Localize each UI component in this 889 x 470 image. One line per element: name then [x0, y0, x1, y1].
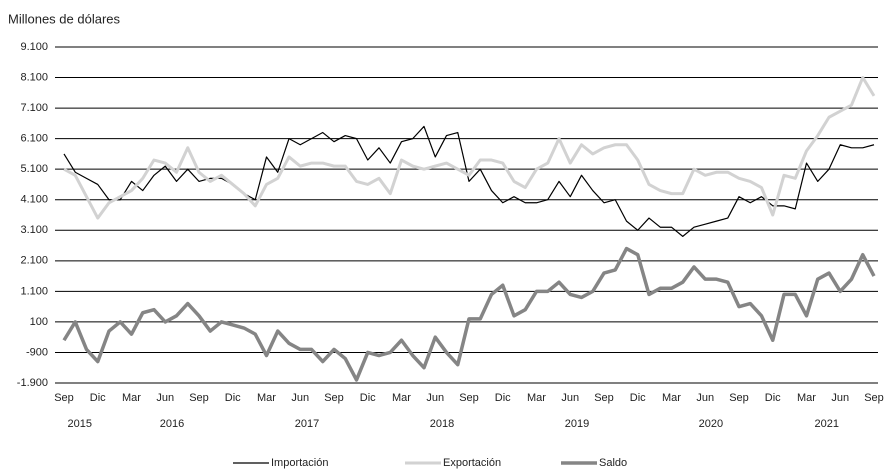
- y-axis-label: Millones de dólares: [8, 11, 121, 26]
- y-tick-label: 1.100: [20, 285, 48, 297]
- year-label: 2017: [295, 418, 319, 430]
- y-tick-label: 2.100: [20, 255, 48, 267]
- y-tick-label: -1.900: [17, 377, 48, 389]
- legend-label: Exportación: [443, 457, 501, 469]
- year-label: 2015: [68, 418, 92, 430]
- x-tick-label: Mar: [662, 392, 681, 404]
- year-label: 2020: [699, 418, 723, 430]
- x-tick-label: Dic: [495, 392, 511, 404]
- x-tick-label: Sep: [594, 392, 614, 404]
- x-tick-label: Jun: [426, 392, 444, 404]
- x-tick-label: Mar: [527, 392, 546, 404]
- x-tick-label: Dic: [360, 392, 376, 404]
- year-label: 2016: [160, 418, 184, 430]
- x-tick-label: Sep: [864, 392, 884, 404]
- x-tick-label: Jun: [156, 392, 174, 404]
- x-tick-label: Sep: [459, 392, 479, 404]
- year-label: 2018: [430, 418, 454, 430]
- y-tick-label: 4.100: [20, 194, 48, 206]
- x-tick-label: Jun: [291, 392, 309, 404]
- x-tick-label: Dic: [90, 392, 106, 404]
- x-tick-label: Sep: [54, 392, 74, 404]
- x-tick-label: Jun: [561, 392, 579, 404]
- y-tick-label: 7.100: [20, 102, 48, 114]
- x-tick-label: Sep: [729, 392, 749, 404]
- year-label: 2021: [815, 418, 839, 430]
- x-tick-label: Dic: [630, 392, 646, 404]
- x-tick-label: Jun: [831, 392, 849, 404]
- x-tick-label: Sep: [189, 392, 209, 404]
- y-tick-label: -900: [26, 346, 48, 358]
- series-line: [63, 125, 875, 237]
- x-tick-label: Mar: [257, 392, 276, 404]
- y-tick-label: 6.100: [20, 133, 48, 145]
- y-tick-label: 3.100: [20, 224, 48, 236]
- x-tick-label: Mar: [797, 392, 816, 404]
- x-tick-label: Sep: [324, 392, 344, 404]
- y-tick-label: 100: [30, 316, 48, 328]
- series-line: [63, 76, 876, 220]
- legend-label: Importación: [271, 457, 328, 469]
- x-tick-label: Jun: [696, 392, 714, 404]
- y-tick-label: 5.100: [20, 163, 48, 175]
- x-tick-label: Mar: [392, 392, 411, 404]
- y-tick-label: 9.100: [20, 41, 48, 53]
- y-tick-label: 8.100: [20, 71, 48, 83]
- year-label: 2019: [565, 418, 589, 430]
- x-tick-label: Dic: [765, 392, 781, 404]
- series-line: [62, 246, 876, 382]
- legend-label: Saldo: [599, 457, 627, 469]
- x-tick-label: Mar: [122, 392, 141, 404]
- x-tick-label: Dic: [225, 392, 241, 404]
